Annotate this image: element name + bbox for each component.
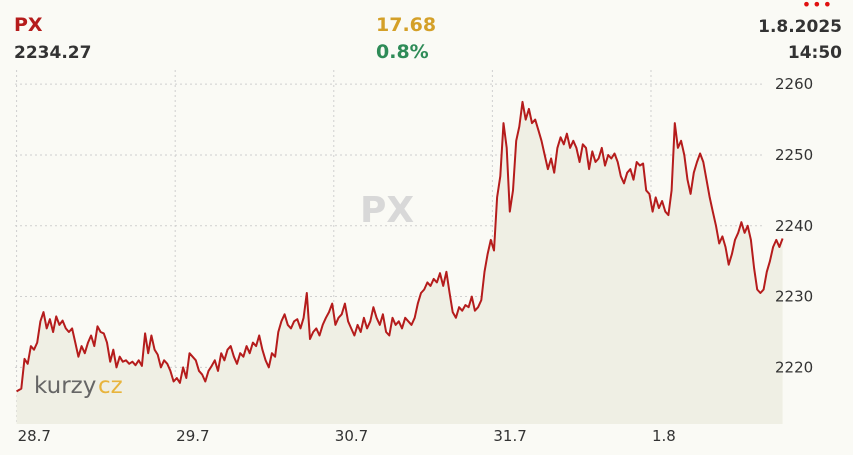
y-tick-label: 2230 [775,288,813,306]
change-absolute: 17.68 [376,14,437,36]
x-tick-label: 1.8 [652,427,676,445]
y-tick-label: 2250 [775,146,813,164]
price-line [16,100,784,393]
y-tick-label: 2220 [775,358,813,376]
x-tick-label: 28.7 [18,427,51,445]
x-tick-label: 29.7 [176,427,209,445]
y-tick-label: 2260 [775,75,813,93]
change-percent: 0.8% [376,41,429,63]
x-tick-label: 30.7 [335,427,368,445]
kurzy-logo: kurzy cz [34,373,123,399]
index-value: 2234.27 [14,43,92,63]
logo-text-cz: cz [98,373,123,399]
x-tick-label: 31.7 [493,427,526,445]
more-dots-icon[interactable]: ••• [801,0,833,14]
index-name: PX [14,14,43,36]
logo-text-kurzy: kurzy [34,373,96,399]
price-area-fill [16,101,783,425]
chart-watermark: PX [360,190,414,231]
y-tick-label: 2240 [775,217,813,235]
date-label: 1.8.2025 [758,17,842,37]
time-label: 14:50 [787,43,842,63]
